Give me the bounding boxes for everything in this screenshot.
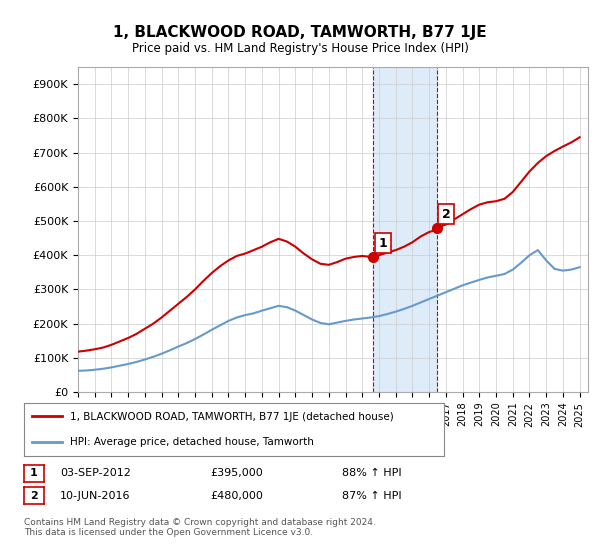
Text: Contains HM Land Registry data © Crown copyright and database right 2024.
This d: Contains HM Land Registry data © Crown c… xyxy=(24,518,376,538)
Text: 88% ↑ HPI: 88% ↑ HPI xyxy=(342,468,401,478)
Text: 2: 2 xyxy=(30,491,38,501)
Text: £480,000: £480,000 xyxy=(210,491,263,501)
Text: 87% ↑ HPI: 87% ↑ HPI xyxy=(342,491,401,501)
Bar xyxy=(373,67,437,392)
Text: 1: 1 xyxy=(30,468,38,478)
Text: 2: 2 xyxy=(442,208,450,221)
Text: HPI: Average price, detached house, Tamworth: HPI: Average price, detached house, Tamw… xyxy=(70,436,314,446)
Text: 1: 1 xyxy=(379,237,387,250)
Text: 10-JUN-2016: 10-JUN-2016 xyxy=(60,491,131,501)
Text: 1, BLACKWOOD ROAD, TAMWORTH, B77 1JE: 1, BLACKWOOD ROAD, TAMWORTH, B77 1JE xyxy=(113,25,487,40)
Text: Price paid vs. HM Land Registry's House Price Index (HPI): Price paid vs. HM Land Registry's House … xyxy=(131,42,469,55)
Text: 03-SEP-2012: 03-SEP-2012 xyxy=(60,468,131,478)
Text: 1, BLACKWOOD ROAD, TAMWORTH, B77 1JE (detached house): 1, BLACKWOOD ROAD, TAMWORTH, B77 1JE (de… xyxy=(70,412,394,422)
Text: £395,000: £395,000 xyxy=(210,468,263,478)
